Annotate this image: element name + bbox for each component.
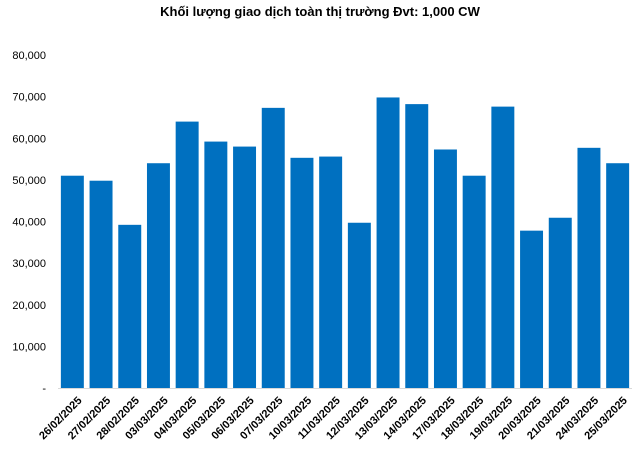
bar bbox=[462, 175, 486, 388]
bar bbox=[319, 156, 343, 388]
y-tick-label: 50,000 bbox=[12, 175, 46, 187]
y-tick-label: 80,000 bbox=[12, 50, 46, 62]
bar bbox=[491, 106, 515, 389]
y-tick-label: 40,000 bbox=[12, 217, 46, 229]
bar bbox=[433, 149, 457, 388]
bar bbox=[233, 146, 257, 388]
bar bbox=[347, 222, 371, 388]
bar bbox=[606, 163, 630, 388]
chart-title: Khối lượng giao dịch toàn thị trường Đvt… bbox=[160, 4, 480, 19]
bar bbox=[204, 141, 228, 388]
bar bbox=[520, 230, 544, 388]
bar bbox=[118, 224, 142, 388]
y-tick-label: 10,000 bbox=[12, 341, 46, 353]
bar bbox=[89, 180, 113, 388]
bar bbox=[548, 217, 572, 388]
bar bbox=[60, 175, 84, 388]
bar bbox=[290, 157, 314, 388]
bar bbox=[577, 147, 601, 388]
y-tick-label: 30,000 bbox=[12, 258, 46, 270]
bar bbox=[405, 104, 429, 389]
bar bbox=[261, 107, 285, 389]
y-tick-label: 20,000 bbox=[12, 300, 46, 312]
bar bbox=[175, 121, 199, 388]
y-tick-label: 60,000 bbox=[12, 133, 46, 145]
y-tick-label: - bbox=[42, 383, 46, 395]
bar bbox=[376, 97, 400, 389]
bar bbox=[146, 163, 170, 388]
y-tick-label: 70,000 bbox=[12, 92, 46, 104]
